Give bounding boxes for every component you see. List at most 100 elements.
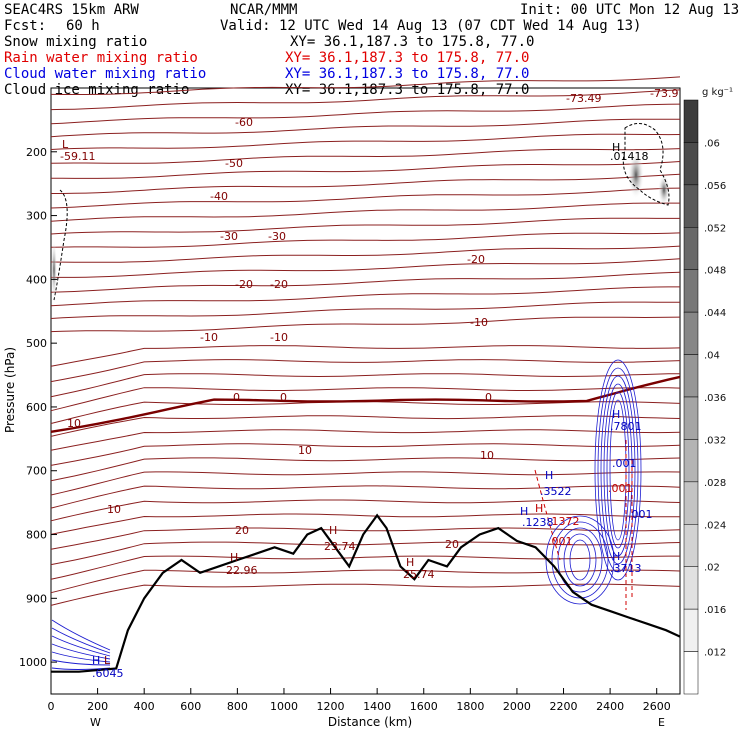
contour-label: -30 <box>220 230 238 243</box>
y-tick-label: 200 <box>26 146 47 159</box>
isotherm-line <box>50 316 681 333</box>
contour-label: 0 <box>280 391 287 404</box>
field-rain-xy: XY= 36.1,187.3 to 175.8, 77.0 <box>285 50 530 66</box>
field-snow: Snow mixing ratio <box>4 34 148 50</box>
cloud-water-contour <box>597 367 639 573</box>
temperature-contours <box>50 76 681 606</box>
isotherm-line <box>50 202 680 222</box>
isotherm-line <box>50 387 681 412</box>
model-title: SEAC4RS 15km ARW <box>4 2 139 18</box>
isotherm-line <box>50 103 681 125</box>
contour-label: -10 <box>200 331 218 344</box>
x-tick-label: 1800 <box>456 700 484 713</box>
isotherm-line <box>50 148 681 164</box>
field-cloud-ice-xy: XY= 36.1,187.3 to 175.8, 77.0 <box>285 82 530 98</box>
cloud-ice-west <box>51 240 57 300</box>
colorbar-tick-label: .024 <box>704 520 726 531</box>
x-tick-label: 2200 <box>550 700 578 713</box>
annotation-label: .7801 <box>610 420 642 433</box>
annotation-label: .001 <box>628 508 653 521</box>
y-tick-label: 500 <box>26 337 47 350</box>
annotation-label: H <box>612 550 620 563</box>
annotation-label: .01418 <box>610 150 649 163</box>
annotation-label: H <box>612 141 620 154</box>
cloud-water-contour <box>594 359 642 581</box>
contour-label: -10 <box>470 316 488 329</box>
annotation-label: H <box>92 654 100 667</box>
cloud-water-contour <box>606 391 630 549</box>
colorbar-tick-label: .04 <box>704 351 720 362</box>
contour-label: -20 <box>235 278 253 291</box>
x-tick-label: 0 <box>48 700 55 713</box>
colorbar-tick-label: .052 <box>704 223 726 234</box>
field-snow-xy: XY= 36.1,187.3 to 175.8, 77.0 <box>290 34 535 50</box>
isotherm-line <box>50 569 681 594</box>
snow-contour-west <box>53 189 68 301</box>
annotation-label: H <box>406 556 414 569</box>
y-tick-label: 600 <box>26 401 47 414</box>
field-rain: Rain water mixing ratio <box>4 50 198 66</box>
annotation-label: .3522 <box>540 485 572 498</box>
isotherm-line <box>50 513 681 535</box>
annotation-label: H <box>535 502 543 515</box>
contour-label: -20 <box>467 253 485 266</box>
contour-label: 0 <box>233 391 240 404</box>
isotherm-line <box>50 541 681 566</box>
annotation-label: H <box>230 551 238 564</box>
colorbar-swatch <box>683 481 699 525</box>
annotation-label: H <box>329 524 337 537</box>
colorbar-swatch <box>683 439 699 483</box>
contour-label: -30 <box>268 230 286 243</box>
field-cloud-water: Cloud water mixing ratio <box>4 66 207 82</box>
forecast-hours: 60 h <box>66 18 100 34</box>
isotherm-line <box>51 173 681 194</box>
isotherm-line <box>50 187 681 209</box>
rain-contour <box>534 469 561 561</box>
colorbar-swatch <box>683 354 699 398</box>
y-tick-label: 300 <box>26 210 47 223</box>
field-cloud-ice: Cloud ice mixing ratio <box>4 82 190 98</box>
terrain-line <box>51 513 681 673</box>
colorbar-swatch <box>683 227 699 270</box>
x-tick-label: 400 <box>134 700 155 713</box>
isotherm-line <box>50 345 681 367</box>
cloud-water-contour <box>551 521 609 599</box>
colorbar: .06 .056 .052 .048 .044 .04 .036 .032 .028 .024 .0… <box>683 99 726 695</box>
annotation-label: -59.11 <box>60 150 95 163</box>
annotation-label: 23.74 <box>324 540 356 553</box>
valid-time: Valid: 12 UTC Wed 14 Aug 13 (07 CDT Wed … <box>220 18 642 34</box>
cloud-water-west <box>51 651 111 663</box>
x-tick-label: 200 <box>87 700 108 713</box>
colorbar-tick-label: .06 <box>704 138 720 149</box>
isotherm-line <box>50 217 680 235</box>
annotation-label: .1372 <box>548 515 580 528</box>
colorbar-tick-label: .048 <box>704 266 726 277</box>
cloud-water-west <box>51 635 111 657</box>
contour-label: 0 <box>485 391 492 404</box>
cloud-water-west <box>51 627 111 654</box>
y-tick-label: 1000 <box>19 656 47 669</box>
cloud-water-contour <box>569 539 591 581</box>
isotherm-line <box>50 415 681 437</box>
cloud-water-contour <box>600 375 636 565</box>
annotation-label: .001 <box>548 535 573 548</box>
zero-isotherm <box>50 375 681 433</box>
contour-label: -40 <box>210 190 228 203</box>
center-label: NCAR/MMM <box>230 2 298 18</box>
isotherm-line <box>50 485 681 509</box>
y-tick-label: 800 <box>26 529 47 542</box>
colorbar-swatch <box>683 184 699 228</box>
x-tick-label: 2400 <box>596 700 624 713</box>
y-axis-label: Pressure (hPa) <box>3 347 17 433</box>
contour-label: -10 <box>270 331 288 344</box>
colorbar-tick-label: .044 <box>704 308 726 319</box>
annotation-label: 25.74 <box>403 568 435 581</box>
contour-labels: -60 -50 -40 -30 -30 -20 -20 -20 -10 -10 -10 0 0 0 10 10… <box>60 87 678 680</box>
isotherm-line <box>50 301 680 319</box>
east-label: E <box>658 716 665 729</box>
colorbar-tick-label: .036 <box>704 393 726 404</box>
axis-ticks: 0 200 400 600 800 1000 1200 1400 1600 1800 2000 220… <box>19 146 671 713</box>
field-cloud-water-xy: XY= 36.1,187.3 to 175.8, 77.0 <box>285 66 530 82</box>
y-tick-label: 900 <box>26 592 47 605</box>
cloud-water-contour <box>563 533 597 587</box>
